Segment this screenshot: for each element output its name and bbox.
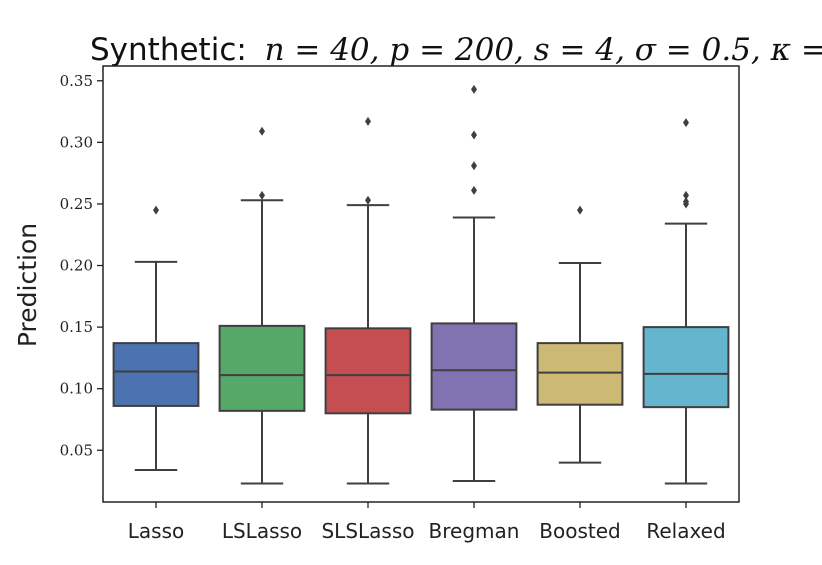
- x-tick-label: Boosted: [539, 519, 620, 543]
- box-group-relaxed: [642, 118, 730, 485]
- x-tick-label: Lasso: [128, 519, 184, 543]
- box-iqr: [218, 324, 306, 412]
- outlier-point: [683, 190, 689, 200]
- y-tick-label: 0.20: [60, 257, 93, 275]
- plot-frame: [102, 65, 740, 503]
- chart-title-math: n = 40, p = 200, s = 4, σ = 0.5, κ = 0.7: [265, 32, 822, 68]
- x-tick-label: Relaxed: [646, 519, 725, 543]
- x-tick-label: LSLasso: [222, 519, 302, 543]
- x-tick-label: SLSLasso: [321, 519, 414, 543]
- outlier-point: [259, 126, 265, 136]
- x-tick-label: Bregman: [429, 519, 520, 543]
- box-iqr: [430, 322, 518, 411]
- y-tick-label: 0.10: [60, 380, 93, 398]
- outlier-point: [153, 205, 159, 215]
- box-group-slslasso: [324, 116, 412, 485]
- box-group-lslasso: [218, 126, 306, 485]
- y-axis-label: Prediction: [13, 223, 42, 347]
- box-iqr: [642, 326, 730, 409]
- outlier-point: [365, 116, 371, 126]
- outlier-point: [471, 161, 477, 171]
- box-iqr: [112, 342, 200, 407]
- box-group-boosted: [536, 205, 624, 464]
- box-group-lasso: [112, 205, 200, 471]
- outlier-point: [471, 185, 477, 195]
- plot-area: 0.05 0.10 0.15 0.20 0.25 0.30 0.35 Lasso LSLasso…: [60, 72, 730, 543]
- outlier-point: [365, 195, 371, 205]
- outlier-point: [471, 130, 477, 140]
- box-iqr: [324, 327, 412, 415]
- chart-title: Synthetic: n = 40, p = 200, s = 4, σ = 0…: [90, 32, 822, 68]
- outlier-point: [471, 84, 477, 94]
- box-iqr: [536, 342, 624, 406]
- y-tick-label: 0.15: [60, 318, 93, 336]
- y-tick-label: 0.35: [60, 72, 93, 90]
- y-tick-label: 0.30: [60, 133, 93, 151]
- chart-title-prefix: Synthetic:: [90, 32, 247, 68]
- outlier-point: [577, 205, 583, 215]
- outlier-point: [259, 190, 265, 200]
- box-group-bregman: [430, 84, 518, 483]
- y-tick-label: 0.25: [60, 195, 93, 213]
- outlier-point: [683, 196, 689, 206]
- y-tick-label: 0.05: [60, 441, 93, 459]
- outlier-point: [683, 118, 689, 128]
